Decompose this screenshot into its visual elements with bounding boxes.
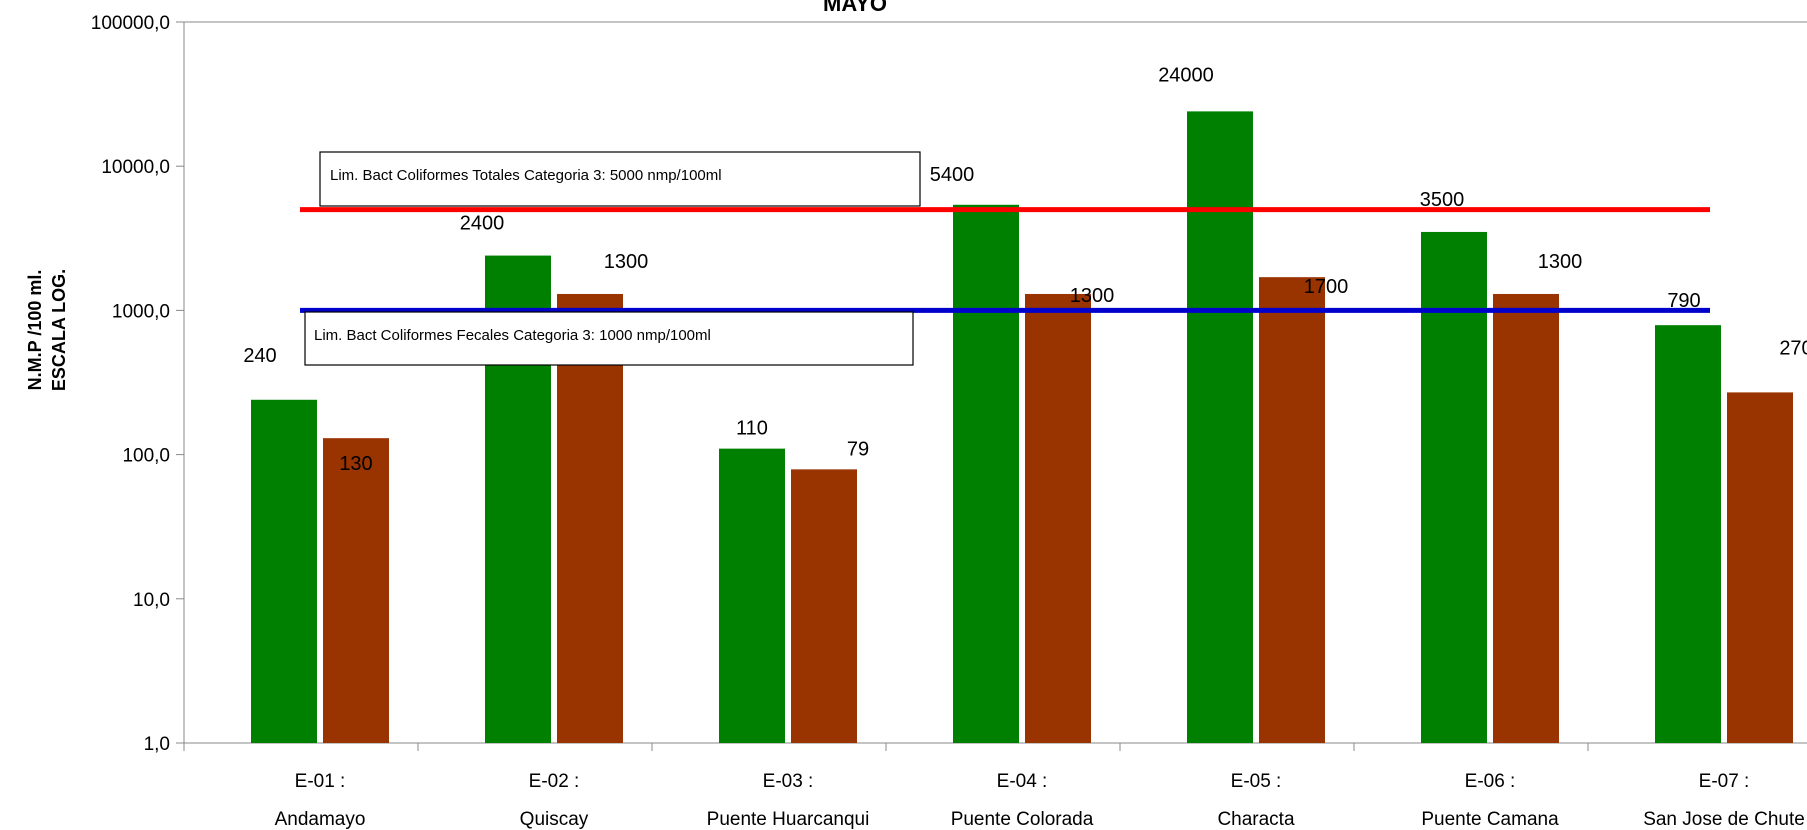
reference-label-box: [319, 151, 921, 207]
data-label: 110: [736, 418, 768, 440]
category-label: San Jose de Chute: [1643, 809, 1805, 830]
y-axis-title-line1: N.M.P /100 ml.: [25, 270, 45, 391]
bar: [251, 399, 317, 743]
category-label: E-03 :: [763, 771, 814, 792]
y-tick-label: 10000,0: [101, 157, 170, 178]
category-label: Quiscay: [520, 809, 589, 830]
reference-label: Lim. Bact Coliformes Totales Categoria 3…: [330, 167, 722, 184]
category-label: E-06 :: [1465, 771, 1516, 792]
y-tick-label: 1,0: [144, 734, 170, 755]
bar: [1025, 293, 1091, 743]
y-tick-label: 100000,0: [91, 13, 170, 34]
data-label: 1300: [1070, 285, 1115, 307]
data-label: 79: [847, 438, 869, 460]
category-label: E-02 :: [529, 771, 580, 792]
bar: [1421, 231, 1487, 744]
reference-label: Lim. Bact Coliformes Fecales Categoria 3…: [314, 327, 711, 344]
bar: [791, 469, 857, 743]
category-label: Andamayo: [275, 809, 366, 830]
data-label: 1300: [604, 251, 649, 273]
bar: [557, 293, 623, 743]
category-label: E-05 :: [1231, 771, 1282, 792]
category-label: Puente Huarcanqui: [707, 809, 870, 830]
bar: [1727, 392, 1793, 743]
y-tick-label: 1000,0: [112, 301, 170, 322]
category-label: E-01 :: [295, 771, 346, 792]
category-label: E-04 :: [997, 771, 1048, 792]
bar: [1259, 277, 1325, 743]
bar: [1493, 293, 1559, 743]
data-label: 24000: [1158, 64, 1214, 86]
category-label: E-07 :: [1699, 771, 1750, 792]
data-label: 1700: [1304, 276, 1349, 298]
bar: [1655, 325, 1721, 743]
data-label: 5400: [930, 164, 975, 186]
data-label: 2400: [460, 213, 505, 235]
plot-area: 1,0 10,0 100,0 1000,0 10000,0 100000,0 240 130 E…: [91, 13, 1807, 830]
bar: [1187, 111, 1253, 743]
data-label: 3500: [1420, 189, 1465, 211]
category-label: Puente Colorada: [951, 809, 1094, 830]
chart-title: MAYO: [823, 0, 887, 16]
data-label: 130: [339, 453, 372, 475]
data-label: 270: [1779, 337, 1807, 359]
data-label: 1300: [1538, 251, 1583, 273]
reference-label-box: [304, 311, 914, 366]
y-tick-label: 10,0: [133, 590, 170, 611]
category-label: Puente Camana: [1421, 809, 1559, 830]
y-axis-title-line2: ESCALA LOG.: [49, 269, 69, 391]
y-tick-label: 100,0: [122, 446, 170, 467]
bar: [953, 204, 1019, 743]
data-label: 790: [1667, 290, 1700, 312]
data-label: 240: [243, 345, 276, 367]
bar: [719, 448, 785, 743]
category-label: Characta: [1217, 809, 1295, 830]
bar: [323, 438, 389, 743]
